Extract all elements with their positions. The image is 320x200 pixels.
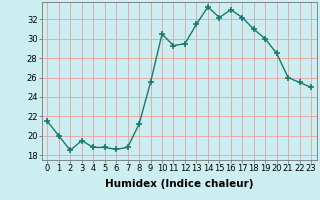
X-axis label: Humidex (Indice chaleur): Humidex (Indice chaleur) [105, 179, 253, 189]
